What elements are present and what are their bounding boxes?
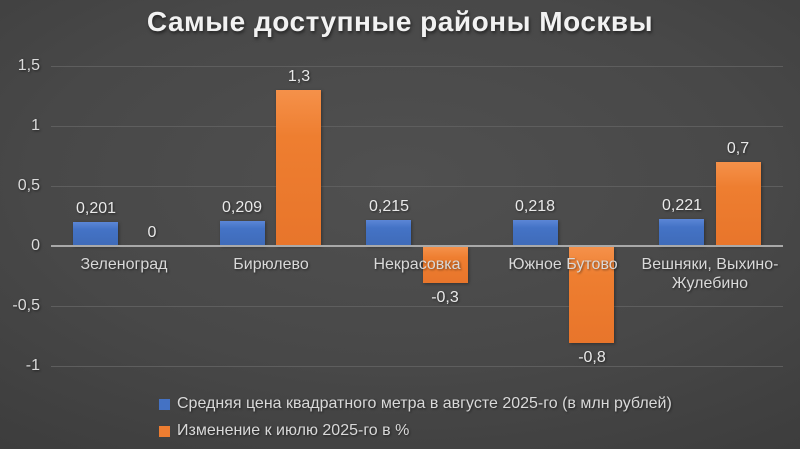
gridline (51, 366, 783, 367)
y-axis-tick-label: 0,5 (17, 177, 40, 194)
bar-series0-price (659, 219, 704, 246)
gridline (51, 306, 783, 307)
gridline (51, 186, 783, 187)
category-label: Зеленоград (80, 256, 168, 273)
data-label: 0,201 (75, 200, 117, 217)
data-label: 0,221 (661, 197, 703, 214)
data-label: -0,8 (578, 349, 606, 366)
bar-series1-change (423, 247, 468, 283)
x-axis-line (51, 245, 783, 247)
data-label: 0,7 (726, 140, 750, 157)
bar-series1-change (569, 247, 614, 343)
category-label: Бирюлево (233, 256, 309, 273)
data-label: 1,3 (287, 68, 311, 85)
bar-series0-price (366, 220, 411, 246)
y-axis-tick-label: 1,5 (17, 57, 40, 74)
y-axis-tick-label: -0,5 (12, 297, 40, 314)
bar-series0-price (220, 221, 265, 246)
legend-label-avg-price: Средняя цена квадратного метра в августе… (177, 395, 672, 412)
legend-swatch-blue-icon (159, 398, 170, 410)
legend-item-avg-price: Средняя цена квадратного метра в августе… (159, 395, 672, 413)
legend-item-change: Изменение к июлю 2025-го в % (159, 422, 672, 440)
gridline (51, 126, 783, 127)
data-label: 0 (147, 224, 157, 241)
data-label: 0,209 (221, 199, 263, 216)
y-axis-tick-label: -1 (25, 357, 40, 374)
chart-title: Самые доступные районы Москвы (146, 6, 654, 37)
category-label: Южное Бутово (508, 256, 618, 273)
category-label: Вешняки, Выхино-Жулебино (641, 256, 779, 292)
data-label: 0,218 (514, 198, 556, 215)
category-label: Некрасовка (373, 256, 461, 273)
y-axis-tick-label: 0 (31, 237, 40, 254)
chart-legend: Средняя цена квадратного метра в августе… (159, 395, 672, 440)
data-label: -0,3 (431, 289, 459, 306)
bar-series0-price (513, 220, 558, 246)
gridline (51, 66, 783, 67)
legend-swatch-orange-icon (159, 425, 170, 437)
data-label: 0,215 (368, 198, 410, 215)
y-axis-tick-label: 1 (31, 117, 40, 134)
bar-series0-price (73, 222, 118, 246)
legend-label-change: Изменение к июлю 2025-го в % (177, 422, 410, 439)
bar-series1-change (716, 162, 761, 246)
bar-series1-change (276, 90, 321, 246)
